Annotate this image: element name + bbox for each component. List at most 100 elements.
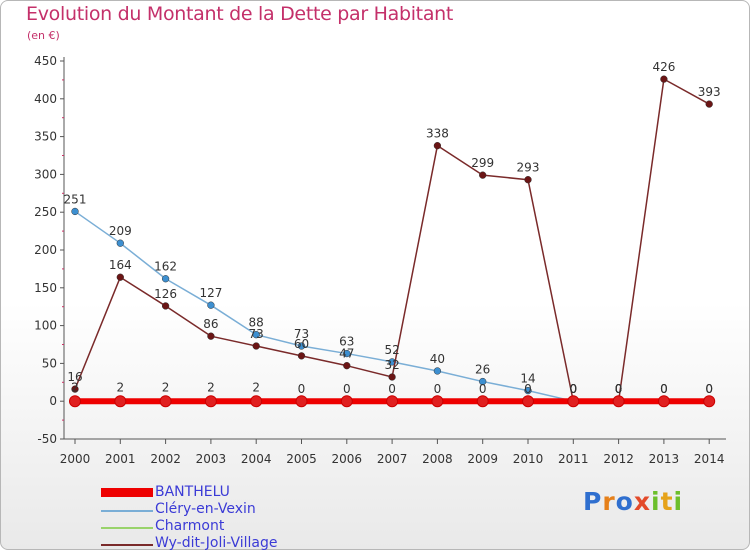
data-label: 0 <box>298 382 306 396</box>
data-point <box>657 395 670 408</box>
data-point <box>340 395 353 408</box>
x-tick-label: 2002 <box>150 452 181 466</box>
data-label: 0 <box>660 382 668 396</box>
data-point <box>343 362 351 370</box>
data-point <box>479 171 487 179</box>
data-point <box>705 100 713 108</box>
chart-title: Evolution du Montant de la Dette par Hab… <box>26 3 454 25</box>
legend-item: Cléry-en-Vexin <box>101 501 321 519</box>
x-tick-label: 2006 <box>332 452 363 466</box>
legend-label: Cléry-en-Vexin <box>155 501 256 517</box>
chart-unit-label: (en €) <box>27 29 60 42</box>
data-label: 338 <box>426 127 449 141</box>
legend-item: BANTHELU <box>101 484 321 502</box>
data-point <box>660 75 668 83</box>
data-label: 86 <box>203 317 218 331</box>
logo-letter: i <box>673 487 684 516</box>
x-tick-label: 2001 <box>105 452 136 466</box>
proxiti-logo: Proxiti <box>583 487 683 516</box>
data-point <box>71 207 79 216</box>
data-point <box>431 395 444 408</box>
logo-letter: o <box>615 487 634 516</box>
data-label: 88 <box>249 316 264 330</box>
data-label: 0 <box>343 382 351 396</box>
data-label: 293 <box>517 161 540 175</box>
y-tick-label: 50 <box>42 356 57 370</box>
data-label: 164 <box>109 258 132 272</box>
legend-item: Charmont <box>101 518 321 536</box>
data-label: 127 <box>199 286 222 300</box>
data-point <box>69 395 81 408</box>
data-label: 63 <box>339 335 354 349</box>
y-tick-label: 0 <box>49 394 57 408</box>
logo-letter: i <box>651 487 661 516</box>
data-point <box>116 239 124 247</box>
data-point <box>433 142 442 150</box>
data-point <box>433 367 442 375</box>
x-tick-label: 2012 <box>603 452 634 466</box>
data-label: 162 <box>154 260 177 274</box>
data-point <box>250 395 263 408</box>
data-label: 251 <box>64 192 87 206</box>
data-label: 60 <box>294 337 309 351</box>
data-label: 0 <box>569 382 577 396</box>
data-label: 0 <box>705 382 713 396</box>
data-point <box>703 395 716 408</box>
series-line <box>74 210 710 402</box>
data-label: 40 <box>430 352 445 366</box>
data-point <box>522 395 534 408</box>
data-label: 0 <box>434 382 442 396</box>
logo-letter: x <box>633 487 651 516</box>
data-point <box>524 176 532 184</box>
data-label: 0 <box>660 382 668 396</box>
y-tick-label: 450 <box>34 54 57 68</box>
y-tick-label: 250 <box>34 205 57 219</box>
logo-letter: t <box>660 487 674 516</box>
logo-letter: r <box>602 487 616 516</box>
data-label: 126 <box>154 287 177 301</box>
y-tick-label: 350 <box>34 130 57 144</box>
data-label: 2 <box>71 381 79 395</box>
x-tick-label: 2014 <box>694 452 725 466</box>
data-point <box>207 301 215 309</box>
x-tick-label: 2008 <box>422 452 453 466</box>
data-point <box>116 273 124 281</box>
data-label: 2 <box>116 381 124 395</box>
data-point <box>388 373 396 381</box>
data-label: 26 <box>475 363 490 377</box>
data-label: 14 <box>520 372 535 386</box>
data-label: 2 <box>252 381 260 395</box>
data-label: 0 <box>479 382 487 396</box>
data-point <box>161 302 170 310</box>
logo-letter: P <box>583 487 603 516</box>
data-point <box>567 395 580 408</box>
data-point <box>159 395 172 408</box>
data-label: 32 <box>384 358 399 372</box>
data-point <box>612 395 625 408</box>
data-label: 0 <box>388 382 396 396</box>
x-tick-label: 2003 <box>196 452 227 466</box>
data-point <box>161 275 170 283</box>
data-point <box>71 385 79 393</box>
data-label: 209 <box>109 224 132 238</box>
legend-label: BANTHELU <box>155 484 230 500</box>
data-label: 52 <box>384 343 399 357</box>
x-tick-label: 2011 <box>558 452 589 466</box>
legend-swatch <box>101 527 153 529</box>
data-label: 0 <box>569 382 577 396</box>
chart-legend: BANTHELU Cléry-en-Vexin Charmont Wy-dit-Jol… <box>101 484 321 553</box>
data-label: 0 <box>524 382 532 396</box>
data-point <box>295 395 308 408</box>
data-label: 73 <box>294 327 309 341</box>
data-point <box>524 386 532 395</box>
data-point <box>252 331 260 339</box>
legend-label: Wy-dit-Joli-Village <box>155 535 278 551</box>
data-label: 2 <box>162 381 170 395</box>
data-label: 299 <box>471 156 494 170</box>
data-point <box>343 349 351 358</box>
y-tick-label: 300 <box>34 167 57 181</box>
y-tick-label: 200 <box>34 243 57 257</box>
data-label: 16 <box>67 370 82 384</box>
